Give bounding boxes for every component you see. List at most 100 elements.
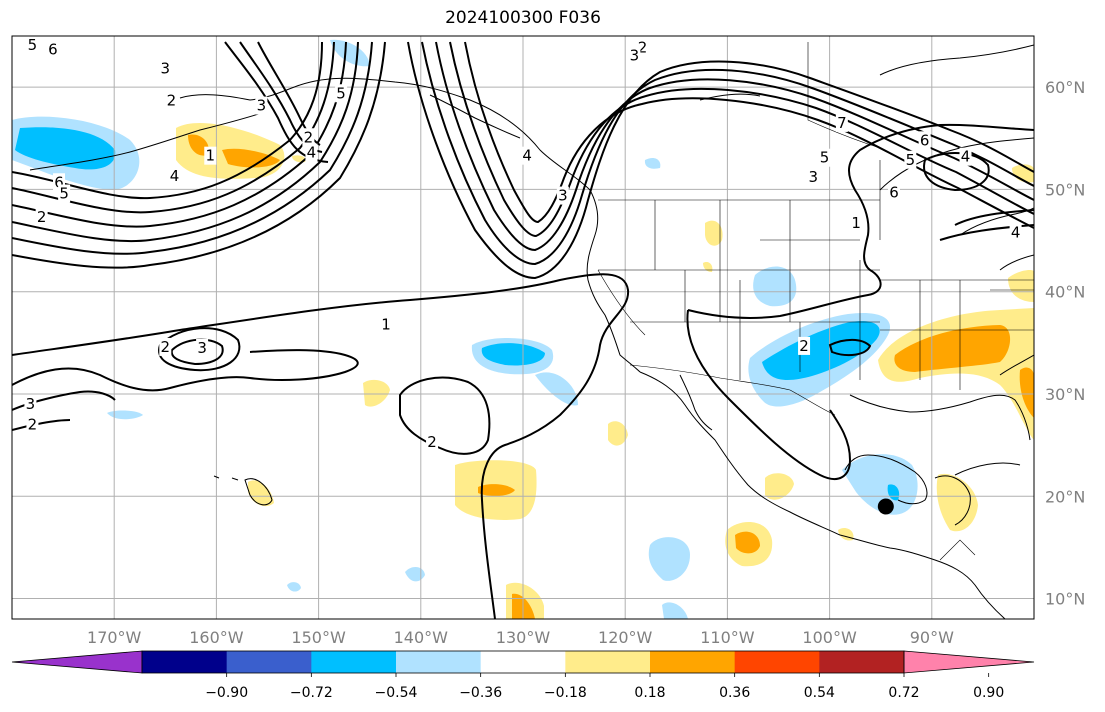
contour-label: 5 (336, 84, 346, 102)
anomaly-region (188, 134, 209, 156)
lon-tick-label: 140°W (394, 628, 449, 647)
anomaly-region (662, 602, 688, 619)
colorbar-segment (311, 651, 397, 673)
lon-tick-label: 170°W (87, 628, 142, 647)
colorbar-tick-label: −0.54 (375, 685, 418, 701)
contour-label-bg (380, 315, 393, 334)
contour-label-bg (159, 59, 172, 78)
coastline (639, 371, 1006, 619)
anomaly-region (1008, 270, 1034, 302)
contour-label: 4 (522, 147, 532, 165)
colorbar-tick-label: −0.90 (205, 685, 248, 701)
coastline (844, 454, 928, 505)
anomaly-region (735, 531, 760, 554)
colorbar-extend-low (11, 650, 143, 674)
contour-label: 2 (638, 38, 648, 56)
contour-label: 3 (808, 168, 818, 186)
contour-label-bg (521, 146, 534, 165)
contour (12, 419, 71, 431)
contour (12, 41, 323, 200)
coastline (429, 94, 521, 139)
lat-tick-label: 10°N (1045, 590, 1085, 609)
colorbar-segment (396, 651, 482, 673)
contour (923, 152, 990, 192)
contour (464, 41, 1034, 229)
contour-label-bg (556, 186, 569, 205)
anomaly-region (705, 220, 723, 246)
coastline (879, 44, 1034, 76)
lon-tick-label: 130°W (496, 628, 551, 647)
lon-tick-label: 160°W (189, 628, 244, 647)
contour-label: 6 (54, 173, 64, 191)
contour-label: 2 (304, 128, 314, 146)
contour-label-bg (24, 395, 37, 414)
contour-label: 5 (906, 151, 916, 169)
contour (449, 41, 1034, 238)
anomaly-region (608, 421, 628, 446)
lat-tick-label: 60°N (1045, 78, 1085, 97)
contour-label-bg (1009, 223, 1022, 242)
anomaly-region (222, 148, 280, 168)
anomaly-fill (12, 39, 1034, 619)
border (629, 364, 836, 416)
latitude-labels: 10°N 20°N 30°N 40°N 50°N 60°N (1045, 78, 1085, 608)
contour-label: 4 (307, 144, 317, 162)
contour-label: 5 (28, 36, 38, 54)
contour-label-bg (196, 338, 209, 357)
contour-label: 5 (59, 185, 69, 203)
coastline (849, 394, 1031, 441)
location-marker (877, 498, 894, 515)
anomaly-region (644, 157, 661, 169)
contour (158, 327, 241, 372)
contour-label: 5 (820, 149, 830, 167)
colorbar-tick-label: −0.18 (544, 685, 587, 701)
contour (12, 41, 359, 243)
anomaly-region (936, 473, 978, 532)
coastline (954, 462, 1021, 476)
contour (939, 224, 1034, 241)
contour-label: 1 (851, 214, 861, 232)
contour-label: 4 (961, 148, 971, 166)
colorbar-segment (480, 651, 566, 673)
contour-label: 3 (26, 395, 36, 413)
colorbar-segment (819, 651, 905, 673)
lat-tick-label: 50°N (1045, 180, 1085, 199)
contour-label: 4 (1011, 223, 1021, 241)
contour-label-bg (628, 46, 641, 65)
anomaly-region (248, 480, 274, 507)
contour-label-bg (798, 336, 811, 355)
contour (12, 273, 630, 619)
lon-tick-label: 90°W (910, 628, 954, 647)
colorbar-frame (141, 650, 905, 674)
longitude-labels: 170°W 160°W 150°W 140°W 130°W 120°W 110°W 100°W… (87, 628, 954, 647)
anomaly-region (405, 566, 425, 582)
contour-label: 6 (48, 40, 58, 58)
contour-label: 2 (427, 433, 437, 451)
contour-label: 1 (205, 147, 215, 165)
contour (407, 41, 1034, 280)
anomaly-region (481, 343, 545, 366)
contour-label-bg (305, 143, 318, 162)
anomaly-region (1019, 367, 1034, 418)
coastline (299, 77, 641, 373)
anomaly-region (107, 410, 143, 420)
contour-label: 4 (170, 167, 180, 185)
map-title: 2024100300 F036 (445, 8, 601, 28)
colorbar-segment (734, 651, 820, 673)
contour (12, 41, 335, 214)
contour-label-bg (168, 167, 181, 186)
lon-tick-label: 100°W (802, 628, 857, 647)
contour-label: 3 (558, 187, 568, 205)
contour-label-bg (959, 147, 972, 166)
lat-tick-label: 20°N (1045, 487, 1085, 506)
contour-label-bg (302, 128, 315, 147)
colorbar-tick-label: 0.72 (888, 685, 919, 701)
contour-label: 2 (161, 338, 171, 356)
coastline (999, 254, 1034, 271)
coastline (231, 477, 239, 481)
contour-label: 2 (167, 91, 177, 109)
political-borders (597, 42, 1034, 561)
contour-label: 6 (920, 131, 930, 149)
contour-label-bg (835, 113, 848, 132)
